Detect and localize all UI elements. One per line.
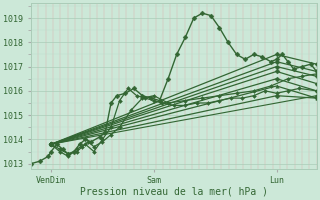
X-axis label: Pression niveau de la mer( hPa ): Pression niveau de la mer( hPa ) xyxy=(80,187,268,197)
